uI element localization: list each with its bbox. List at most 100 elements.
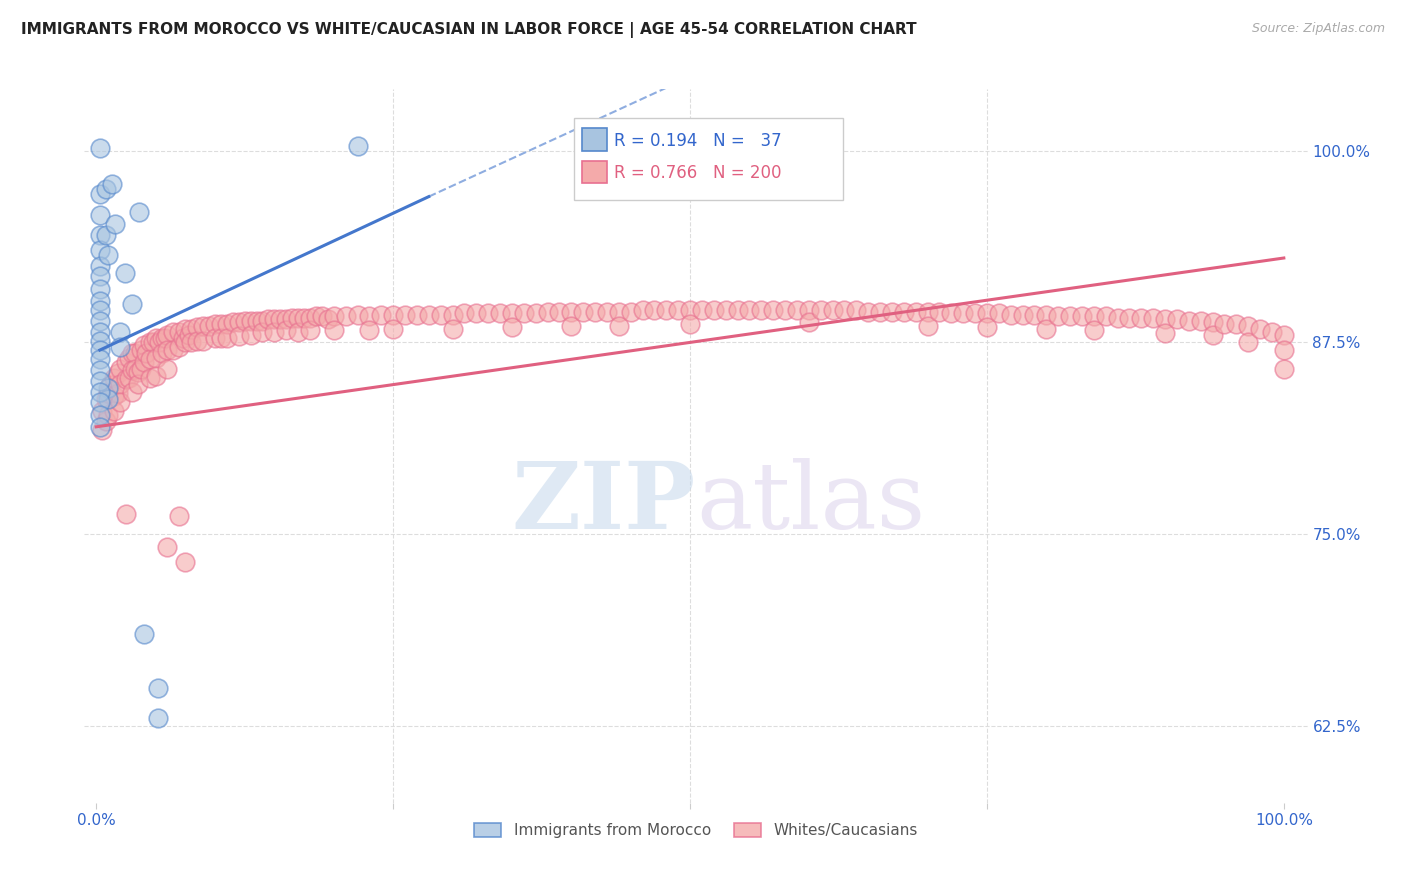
Point <box>174 321 197 335</box>
Point <box>174 335 197 350</box>
Point <box>524 306 547 320</box>
Point <box>679 303 702 318</box>
Point <box>1000 308 1022 322</box>
Point <box>406 308 429 322</box>
Point <box>97 248 120 262</box>
Point <box>727 303 749 318</box>
Point <box>501 320 523 334</box>
Point <box>1189 314 1212 328</box>
Point <box>114 266 136 280</box>
Point <box>169 508 191 523</box>
Point <box>131 343 153 357</box>
Point <box>97 408 120 422</box>
Point <box>821 303 844 318</box>
Point <box>89 343 111 357</box>
Point <box>1154 312 1177 326</box>
Text: atlas: atlas <box>696 458 925 548</box>
Point <box>138 370 160 384</box>
Point <box>146 681 169 695</box>
Point <box>89 334 111 348</box>
Point <box>305 310 328 324</box>
Point <box>94 182 117 196</box>
Point <box>869 304 891 318</box>
Point <box>276 312 298 326</box>
Point <box>94 414 117 428</box>
Point <box>359 323 381 337</box>
Point <box>89 314 111 328</box>
Point <box>118 370 141 384</box>
Point <box>156 327 179 342</box>
Text: R = 0.194   N =   37: R = 0.194 N = 37 <box>614 132 782 150</box>
Point <box>145 351 167 365</box>
Point <box>298 323 321 337</box>
Point <box>1154 326 1177 341</box>
Point <box>501 306 523 320</box>
Point <box>762 303 785 318</box>
Point <box>489 306 512 320</box>
Point <box>976 306 998 320</box>
Point <box>1059 310 1081 324</box>
Point <box>228 316 250 330</box>
Point <box>89 384 111 399</box>
Point <box>198 318 221 333</box>
Point <box>666 303 689 318</box>
Point <box>191 318 214 333</box>
Point <box>107 366 129 380</box>
Point <box>162 325 184 339</box>
Point <box>738 303 761 318</box>
Point <box>1166 312 1188 326</box>
Point <box>121 363 143 377</box>
Point <box>89 269 111 284</box>
Point <box>124 346 146 360</box>
Point <box>382 321 405 335</box>
FancyBboxPatch shape <box>582 128 606 151</box>
Point <box>394 308 416 322</box>
Point <box>215 317 238 331</box>
Point <box>1272 327 1295 342</box>
Point <box>239 314 262 328</box>
Point <box>287 310 309 325</box>
Point <box>89 303 111 318</box>
Point <box>94 227 117 242</box>
Point <box>121 297 143 311</box>
Point <box>834 303 856 318</box>
Point <box>311 310 333 324</box>
Point <box>89 352 111 367</box>
Point <box>298 310 321 325</box>
Point <box>97 381 120 395</box>
Point <box>124 361 146 376</box>
Point <box>322 323 344 337</box>
Point <box>91 404 114 418</box>
Point <box>89 227 111 242</box>
Point <box>121 346 143 360</box>
Point <box>108 376 131 391</box>
Point <box>281 310 304 325</box>
Point <box>103 404 125 418</box>
Point <box>89 395 111 409</box>
Point <box>108 340 131 354</box>
Point <box>917 304 939 318</box>
Point <box>89 325 111 339</box>
Point <box>118 351 141 365</box>
Point <box>156 361 179 376</box>
Point <box>145 331 167 345</box>
Point <box>1107 310 1129 325</box>
Point <box>1272 343 1295 357</box>
Text: ZIP: ZIP <box>512 458 696 548</box>
Point <box>191 334 214 348</box>
Point <box>1201 327 1223 342</box>
Point <box>1225 317 1247 331</box>
FancyBboxPatch shape <box>582 161 606 184</box>
Point <box>89 363 111 377</box>
Point <box>233 314 256 328</box>
Point <box>89 419 111 434</box>
Point <box>560 304 582 318</box>
Point <box>252 314 274 328</box>
Point <box>690 303 713 318</box>
Point <box>89 408 111 422</box>
Point <box>100 178 122 192</box>
Point <box>631 303 654 318</box>
Point <box>1130 310 1153 325</box>
Point <box>263 325 285 339</box>
Point <box>1035 308 1057 322</box>
